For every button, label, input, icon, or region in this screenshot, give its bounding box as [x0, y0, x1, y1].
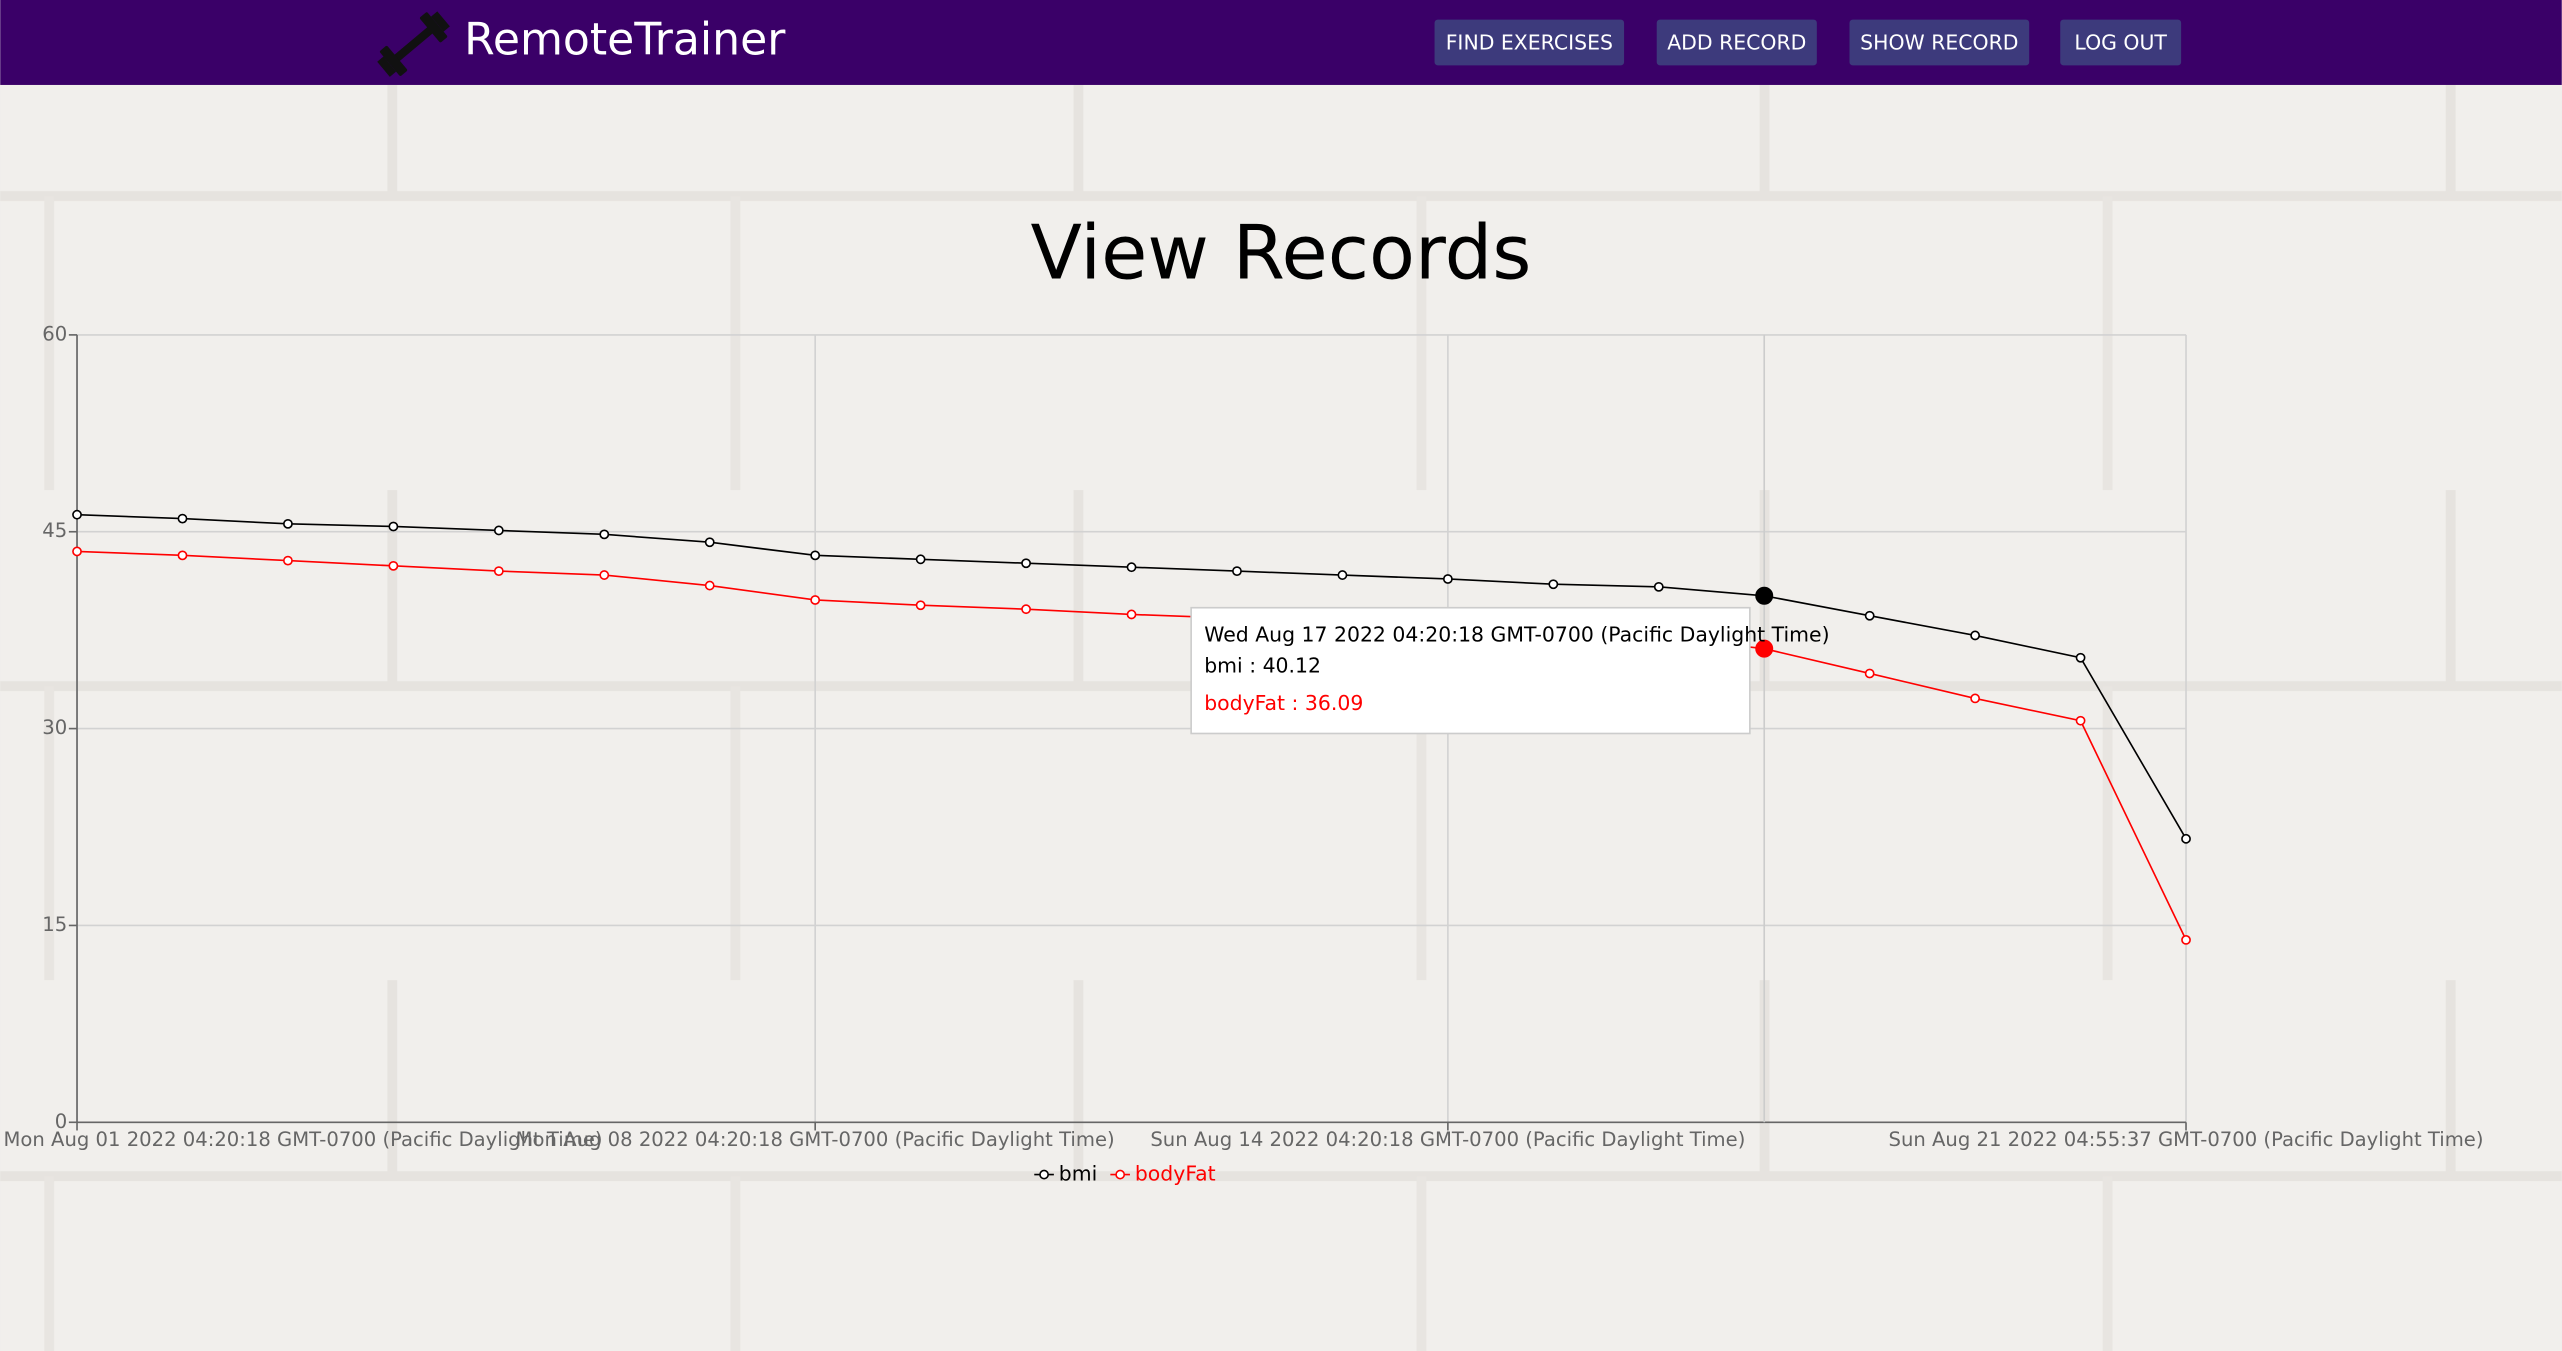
dot	[810, 595, 821, 605]
legend-label: bodyFat	[1135, 1162, 1216, 1186]
y-tick-label: 45	[42, 519, 67, 542]
dot	[1337, 570, 1348, 580]
dot	[283, 555, 293, 566]
legend-label: bmi	[1059, 1162, 1098, 1186]
dot	[704, 537, 715, 548]
x-tick-label: Mon Aug 08 2022 04:20:18 GMT-0700 (Pacif…	[516, 1128, 1115, 1151]
dot	[283, 518, 293, 529]
tooltip-title: Wed Aug 17 2022 04:20:18 GMT-0700 (Pacif…	[1204, 622, 1829, 646]
active-dot	[1755, 639, 1774, 658]
dot	[1970, 693, 1981, 704]
dot	[1021, 558, 1031, 569]
dot	[2075, 715, 2086, 726]
dot	[1442, 574, 1453, 584]
x-tick-label: Sun Aug 14 2022 04:20:18 GMT-0700 (Pacif…	[1150, 1128, 1745, 1151]
dot	[810, 550, 821, 561]
dot	[493, 566, 504, 577]
page-title: View Records	[1031, 209, 1532, 297]
logo-icon	[377, 11, 450, 77]
y-tick-label: 60	[42, 322, 67, 345]
dot	[1864, 610, 1875, 621]
nav-button-label[interactable]: LOG OUT	[2074, 30, 2167, 54]
dot	[1548, 579, 1559, 590]
dot	[2181, 833, 2191, 844]
dot	[177, 550, 188, 561]
dot	[72, 509, 82, 520]
nav-button[interactable]	[1849, 19, 2030, 66]
nav: FIND EXERCISES ADD RECORD SHOW RECORD LOG O…	[1434, 19, 2182, 66]
nav-button-label[interactable]: ADD RECORD	[1667, 30, 1806, 54]
dot	[1653, 581, 1664, 592]
dot	[177, 513, 188, 524]
nav-button-label[interactable]: FIND EXERCISES	[1446, 30, 1613, 54]
legend-icon-dot	[1115, 1169, 1126, 1180]
nav-button[interactable]	[1434, 19, 1625, 66]
dot	[2181, 934, 2191, 945]
dot	[493, 525, 504, 536]
dot	[388, 560, 399, 571]
chart: 0 15 30 45 60 Mon Aug 01 2022 04:20:18 GMT-07…	[4, 322, 2484, 1185]
dot	[1970, 630, 1981, 641]
nav-button[interactable]	[1656, 19, 1817, 66]
dot	[599, 570, 610, 580]
dot	[1126, 562, 1137, 573]
dot	[1021, 604, 1031, 615]
nav-button-label[interactable]: SHOW RECORD	[1860, 30, 2018, 54]
y-tick-label: 0	[55, 1110, 67, 1133]
tooltip-item: bodyFat : 36.09	[1204, 691, 1363, 715]
x-tick-label: Sun Aug 21 2022 04:55:37 GMT-0700 (Pacif…	[1889, 1128, 2484, 1151]
active-dot	[1755, 586, 1774, 605]
x-tick-label: Mon Aug 01 2022 04:20:18 GMT-0700 (Pacif…	[4, 1128, 603, 1151]
dot	[915, 600, 926, 611]
tooltip-item: bmi : 40.12	[1204, 654, 1321, 678]
tooltip-box	[1190, 606, 1751, 735]
brand[interactable]: RemoteTrainer	[464, 14, 786, 65]
y-tick-label: 30	[42, 716, 67, 739]
dot	[1232, 566, 1242, 577]
legend: bmi bodyFat	[1034, 1162, 1216, 1186]
legend-icon-dot	[1039, 1169, 1049, 1180]
dot	[599, 529, 610, 540]
dot	[72, 546, 82, 557]
dot	[1126, 609, 1137, 620]
nav-button[interactable]	[2060, 19, 2182, 66]
dot	[388, 521, 399, 532]
tooltip: Wed Aug 17 2022 04:20:18 GMT-0700 (Pacif…	[1190, 606, 1830, 735]
dot	[915, 554, 926, 565]
y-tick-label: 15	[42, 913, 67, 936]
dot	[1864, 668, 1875, 679]
dot	[2075, 652, 2086, 663]
dot	[704, 580, 715, 591]
